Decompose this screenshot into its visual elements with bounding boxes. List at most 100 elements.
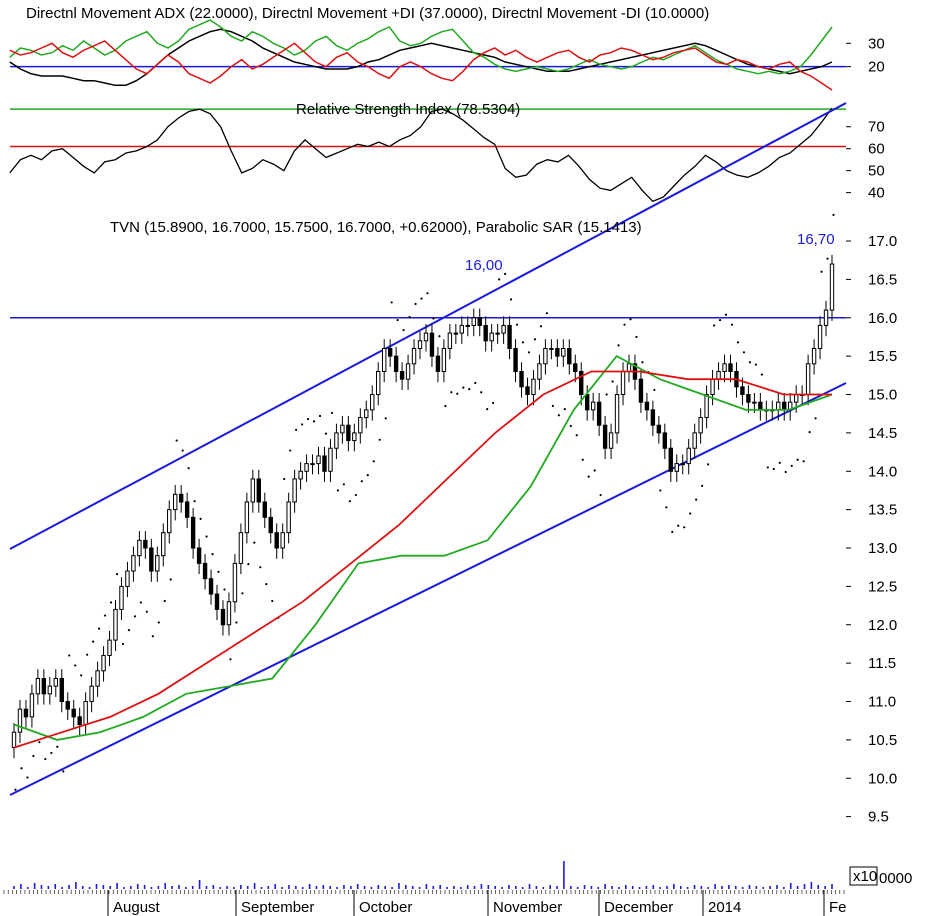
candle-up (686, 447, 691, 465)
parabolic-sar-dot (372, 460, 375, 463)
candle-up (471, 317, 476, 326)
parabolic-sar-dot (617, 344, 620, 347)
parabolic-sar-dot (396, 318, 399, 322)
candle-up (340, 424, 345, 434)
parabolic-sar-dot (402, 328, 405, 332)
parabolic-sar-dot (724, 313, 728, 316)
candle-up (805, 363, 811, 396)
price-tick-label: 13.5 (868, 502, 897, 519)
candle-up (89, 685, 94, 703)
parabolic-sar-dot (181, 449, 184, 452)
candle-up (107, 639, 112, 656)
dmi-title: Directnl Movement ADX (22.0000), Directn… (26, 5, 709, 22)
candle-down (220, 608, 226, 626)
candle-down (525, 386, 530, 396)
parabolic-sar-dot (259, 566, 262, 569)
parabolic-sar-dot (420, 297, 423, 300)
candle-up (131, 555, 136, 572)
parabolic-sar-dot (80, 674, 83, 677)
candle-up (537, 363, 542, 380)
parabolic-sar-dot (760, 373, 763, 376)
candle-up (226, 601, 232, 626)
candle-down (573, 363, 578, 372)
parabolic-sar-dot (527, 351, 531, 354)
candle-up (561, 347, 566, 357)
parabolic-sar-dot (14, 788, 17, 791)
candle-up (155, 555, 160, 572)
candle-up (495, 332, 500, 335)
rsi-tick-label: 40 (868, 185, 885, 202)
price-tick-label: 15.5 (868, 348, 897, 365)
candle-down (59, 677, 64, 703)
parabolic-sar-dot (151, 635, 154, 638)
price-tick-label: 17.0 (868, 233, 897, 250)
parabolic-sar-dot (289, 449, 292, 452)
candle-up (29, 693, 35, 718)
candle-up (35, 677, 41, 695)
candle-up (167, 509, 172, 534)
parabolic-sar-dot (348, 500, 351, 503)
parabolic-sar-dot (103, 614, 107, 617)
parabolic-sar-dot (444, 404, 447, 408)
dmi-tick-label: 30 (868, 35, 885, 52)
candle-up (250, 478, 256, 503)
candle-down (399, 370, 405, 380)
parabolic-sar-dot (689, 512, 692, 515)
candle-up (358, 417, 363, 434)
candle-up (238, 532, 244, 564)
candle-up (793, 394, 799, 403)
parabolic-sar-dot (265, 582, 268, 586)
month-label: 2014 (708, 899, 741, 916)
parabolic-sar-dot (336, 489, 340, 492)
parabolic-sar-dot (86, 653, 89, 656)
candle-up (173, 493, 178, 511)
parabolic-sar-dot (605, 393, 608, 396)
candle-up (47, 685, 53, 695)
parabolic-sar-dot (557, 414, 560, 417)
candle-up (453, 332, 459, 335)
parabolic-sar-dot (205, 535, 208, 538)
candle-down (746, 394, 751, 403)
parabolic-sar-dot (480, 391, 483, 394)
candle-down (149, 547, 154, 572)
candle-down (435, 355, 441, 372)
dmi-tick-label: 20 (868, 59, 885, 76)
candle-up (441, 347, 447, 372)
candle-up (692, 432, 697, 449)
parabolic-sar-dot (145, 610, 148, 613)
candle-down (208, 578, 214, 595)
parabolic-sar-dot (193, 500, 196, 503)
parabolic-sar-dot (653, 388, 656, 392)
parabolic-sar-dot (665, 506, 668, 509)
parabolic-sar-dot (545, 312, 549, 315)
candle-up (817, 324, 823, 349)
rsi-title: Relative Strength Index (78.5304) (296, 101, 520, 118)
candle-down (184, 501, 190, 518)
parabolic-sar-dot (695, 498, 698, 501)
candle-up (95, 670, 100, 687)
candle-down (41, 677, 47, 695)
parabolic-sar-dot (832, 213, 835, 217)
parabolic-sar-dot (468, 388, 471, 391)
parabolic-sar-dot (671, 530, 674, 533)
candle-down (728, 363, 733, 372)
parabolic-sar-dot (611, 380, 614, 383)
parabolic-sar-dot (408, 315, 411, 319)
parabolic-sar-dot (539, 325, 543, 328)
candle-down (429, 332, 435, 357)
price-tick-label: 12.5 (868, 578, 897, 595)
rsi-tick-label: 60 (868, 141, 885, 158)
rsi-tick-label: 70 (868, 119, 885, 136)
candle-up (334, 432, 339, 449)
candle-up (620, 370, 626, 396)
candle-down (519, 370, 524, 388)
candle-down (483, 324, 488, 342)
price-tick-label: 14.0 (868, 463, 897, 480)
parabolic-sar-dot (474, 381, 477, 385)
parabolic-sar-dot (163, 599, 166, 603)
candle-up (465, 324, 470, 327)
candle-up (447, 332, 453, 349)
volume-multiplier-suffix: 0000 (879, 870, 912, 887)
month-label: August (113, 899, 161, 916)
month-label: Fe (829, 899, 847, 916)
